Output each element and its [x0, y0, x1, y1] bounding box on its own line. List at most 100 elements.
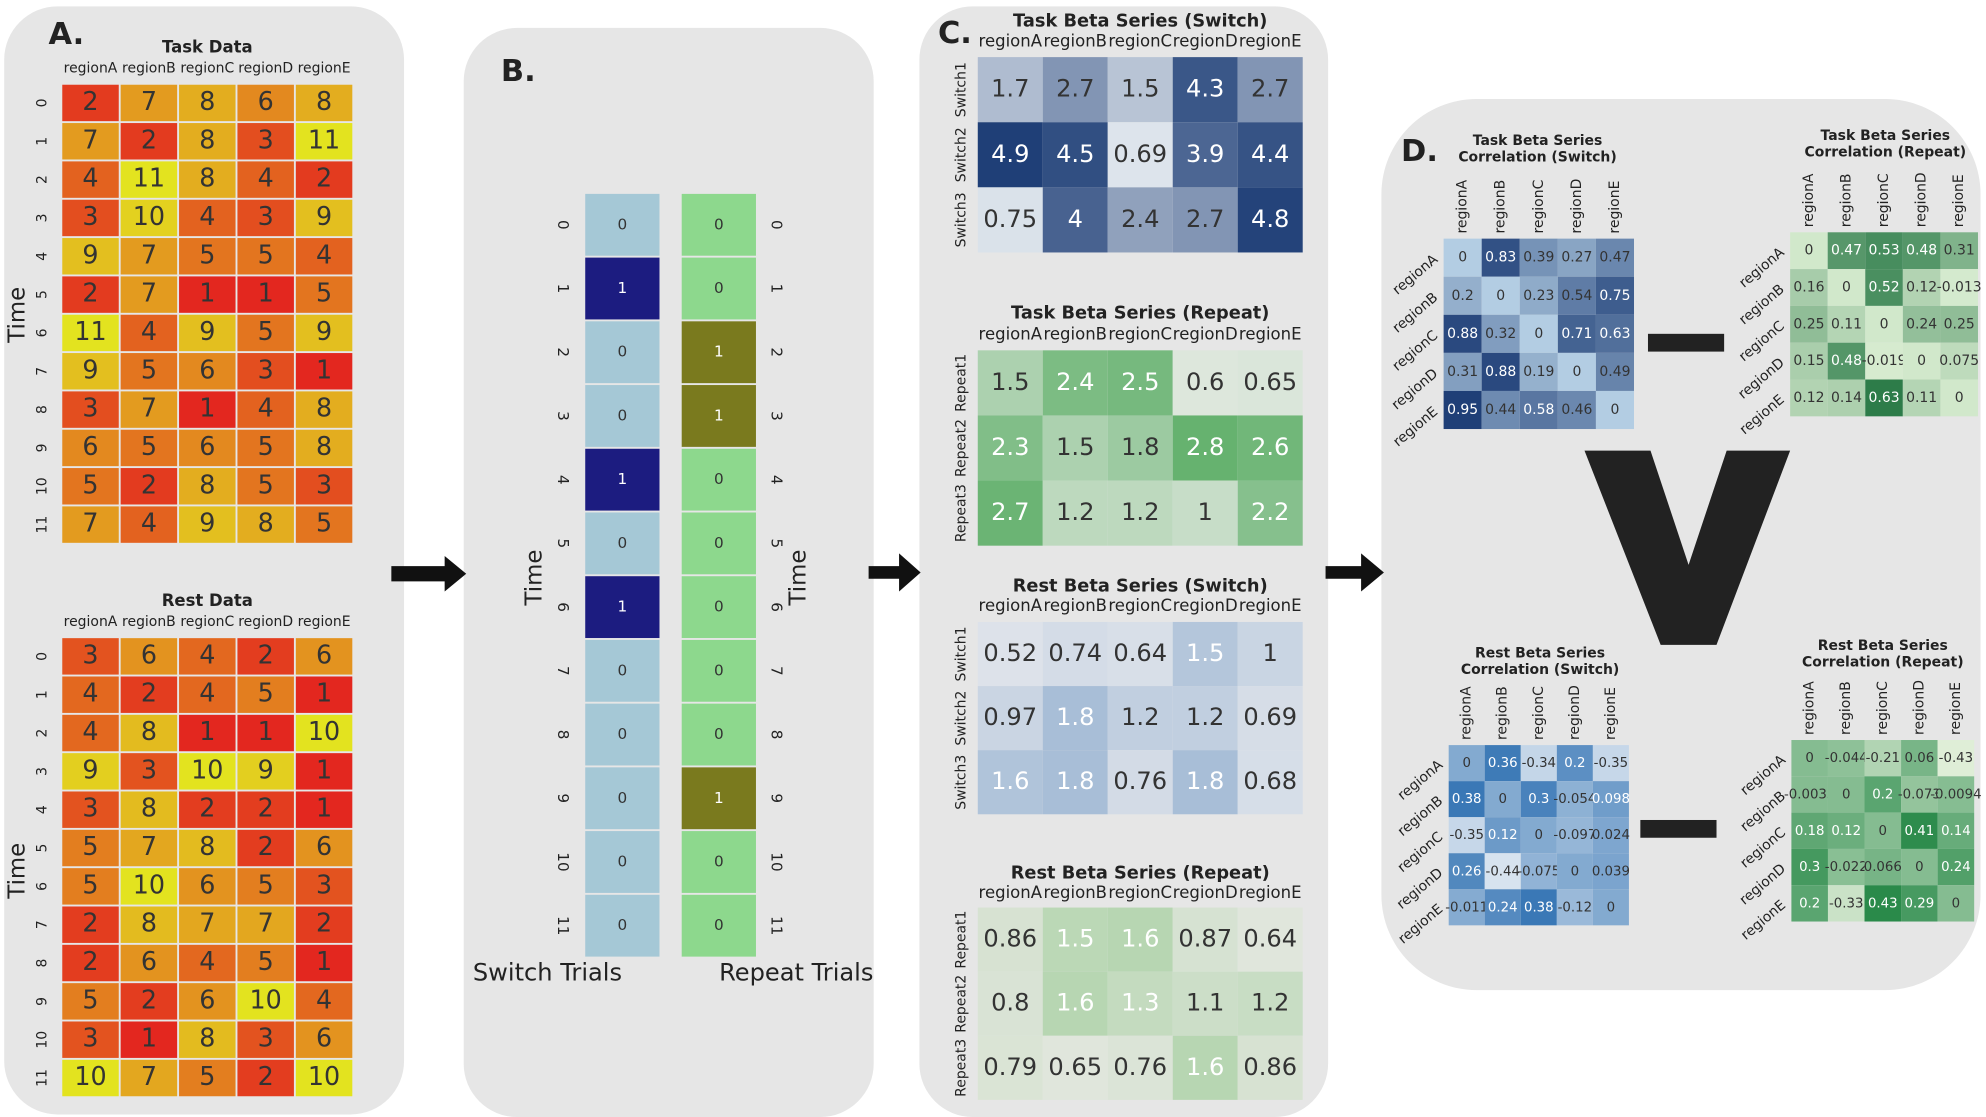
cell-value: 0.63 — [1869, 390, 1900, 406]
heatmap-cell — [62, 983, 119, 1020]
heatmap-cell — [120, 123, 178, 160]
cell-value: 0.23 — [1523, 288, 1554, 304]
heatmap-title: Correlation (Switch) — [1461, 662, 1619, 678]
heatmap-cell — [977, 350, 1043, 416]
heatmap-cell — [237, 238, 294, 275]
heatmap-cell — [1107, 621, 1173, 687]
cell-value: 5 — [316, 508, 332, 538]
cell-value: 0.31 — [1447, 364, 1478, 380]
cell-value: 0.49 — [1599, 364, 1630, 380]
heatmap-title: Rest Beta Series (Repeat) — [1011, 863, 1270, 883]
row-label: Repeat1 — [953, 354, 969, 412]
cell-value: 0.68 — [1243, 767, 1297, 795]
cell-value: 0 — [1805, 751, 1813, 766]
column-label: regionB — [1493, 180, 1509, 234]
heatmap-cell — [1557, 276, 1596, 315]
heatmap-cell — [1864, 740, 1902, 777]
heatmap-cell — [1791, 885, 1828, 922]
heatmap-cell — [120, 944, 178, 982]
cell-value: 8 — [199, 469, 215, 499]
column-label: regionA — [979, 31, 1043, 50]
heatmap-cell — [1237, 57, 1303, 123]
heatmap-cell — [179, 84, 236, 122]
cell-value: 0.43 — [1868, 896, 1898, 911]
cell-value: 1.3 — [1121, 989, 1159, 1017]
heatmap-cell — [237, 314, 294, 352]
heatmap-cell — [1484, 817, 1521, 854]
heatmap-cell — [62, 84, 119, 122]
column-label: regionB — [122, 61, 176, 77]
heatmap-cell — [237, 276, 294, 313]
cell-value: 0.24 — [1941, 860, 1971, 875]
cell-value: 6 — [258, 86, 274, 116]
cell-value: 0.24 — [1906, 316, 1937, 332]
heatmap-cell — [977, 415, 1043, 481]
heatmap-cell — [1864, 812, 1902, 849]
panel-label: D. — [1401, 134, 1438, 169]
row-label: 1 — [34, 137, 50, 146]
cell-value: -0.35 — [1449, 828, 1483, 843]
cell-value: 9 — [199, 508, 215, 538]
heatmap-cell — [1827, 885, 1865, 922]
column-label: regionB — [122, 614, 176, 630]
row-label: 0 — [554, 220, 572, 230]
cell-value: 1.2 — [1121, 703, 1159, 731]
cell-value: 1 — [316, 946, 332, 976]
heatmap-cell — [1448, 745, 1485, 782]
heatmap-cell — [1595, 314, 1635, 353]
heatmap-cell — [295, 276, 353, 313]
heatmap-cell — [237, 1059, 294, 1097]
cell-value: 0.48 — [1906, 243, 1937, 259]
cell-value: 5 — [82, 469, 98, 499]
cell-value: 5 — [258, 469, 274, 499]
cell-value: 2.4 — [1121, 205, 1159, 233]
column-label: regionC — [1531, 180, 1547, 234]
cell-value: 8 — [141, 793, 157, 823]
column-label: regionD — [1567, 685, 1583, 740]
cell-value: 0 — [714, 852, 724, 870]
cell-value: 0.12 — [1793, 390, 1824, 406]
cell-value: 4.9 — [991, 140, 1029, 168]
cell-value: 0.47 — [1599, 250, 1630, 266]
cell-value: 4 — [199, 946, 215, 976]
heatmap-cell — [62, 676, 119, 713]
cell-value: 8 — [199, 1023, 215, 1053]
cell-value: -0.0035 — [1784, 787, 1835, 802]
heatmap-cell — [62, 391, 119, 428]
heatmap-cell — [1481, 352, 1520, 391]
heatmap-cell — [1937, 848, 1975, 886]
cell-value: 0.024 — [1592, 828, 1630, 843]
heatmap-cell — [120, 791, 178, 828]
cell-value: 8 — [316, 431, 332, 461]
heatmap-cell — [120, 314, 178, 352]
heatmap-cell — [1556, 853, 1593, 890]
heatmap-cell — [1940, 305, 1978, 343]
heatmap-title: Task Data — [162, 38, 253, 57]
row-label: 9 — [554, 793, 572, 803]
column-label: regionA — [1802, 681, 1818, 735]
cell-value: -0.33 — [1829, 896, 1863, 911]
cell-value: 0.69 — [1243, 703, 1297, 731]
cell-value: 0.97 — [983, 703, 1037, 731]
cell-value: 7 — [141, 278, 157, 308]
heatmap-cell — [62, 829, 119, 867]
heatmap-title: Rest Beta Series (Switch) — [1013, 576, 1268, 596]
cell-value: 0.44 — [1485, 402, 1516, 418]
heatmap-cell — [1937, 740, 1975, 777]
axis-label: Time — [785, 550, 811, 607]
row-label: Repeat2 — [953, 419, 969, 477]
cell-value: 0 — [714, 279, 724, 297]
heatmap-cell — [1791, 812, 1828, 849]
heatmap-cell — [179, 1059, 236, 1097]
heatmap-cell — [237, 868, 294, 905]
row-label: 10 — [34, 477, 50, 495]
row-label: 3 — [767, 411, 785, 421]
heatmap-cell — [1865, 379, 1903, 417]
cell-value: 1.5 — [1121, 75, 1159, 103]
cell-value: 1 — [141, 1023, 157, 1053]
cell-value: 0.36 — [1488, 756, 1518, 771]
row-label: 10 — [554, 852, 572, 871]
cell-value: 5 — [316, 278, 332, 308]
heatmap-cell — [1592, 745, 1629, 782]
heatmap-cell — [120, 868, 178, 905]
